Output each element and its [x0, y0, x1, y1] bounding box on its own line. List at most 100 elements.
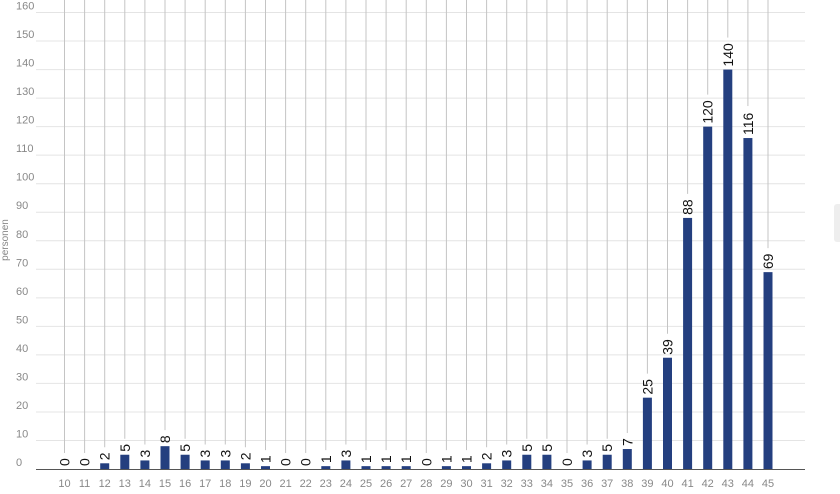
x-tick-label: 26: [380, 478, 392, 490]
data-label: 3: [499, 449, 515, 457]
y-tick-label: 140: [16, 58, 34, 70]
bar: [401, 466, 411, 469]
category-lines: [64, 0, 769, 453]
bar: [160, 446, 170, 469]
bar: [642, 397, 652, 469]
y-axis-ticks: 0 10 20 30 40 50 60 70 80 90 100 110 120 130 140 150 160: [16, 1, 34, 470]
bar: [341, 460, 351, 469]
data-label: 3: [137, 449, 153, 457]
data-label: 5: [539, 444, 555, 452]
y-tick-label: 130: [16, 86, 34, 98]
data-label: 5: [599, 444, 615, 452]
x-tick-label: 11: [79, 478, 90, 490]
y-tick-label: 20: [16, 400, 28, 412]
bar: [100, 463, 110, 469]
y-tick-label: 40: [16, 343, 28, 355]
data-label: 3: [338, 449, 354, 457]
data-label: 7: [619, 438, 635, 446]
x-tick-label: 14: [139, 478, 151, 490]
x-tick-label: 25: [360, 478, 372, 490]
y-tick-label: 50: [16, 314, 28, 326]
x-tick-label: 33: [521, 478, 533, 490]
bar: [743, 138, 753, 469]
bar: [622, 449, 632, 469]
x-tick-label: 24: [340, 478, 352, 490]
data-label: 120: [700, 100, 716, 124]
y-tick-label: 100: [16, 172, 34, 184]
x-tick-label: 38: [621, 478, 633, 490]
y-axis-label: personen: [0, 219, 11, 261]
x-axis-ticks: 10 11 12 13 14 15 16 17 18 19 20 21 22 23 24 25 26 27 28 29…: [58, 478, 774, 490]
bar: [582, 460, 592, 469]
bar: [522, 454, 532, 469]
x-tick-label: 42: [702, 478, 714, 490]
data-label: 140: [720, 43, 736, 67]
x-tick-label: 10: [58, 478, 70, 490]
data-label: 3: [197, 449, 213, 457]
bar: [502, 460, 512, 469]
x-tick-label: 28: [420, 478, 432, 490]
bar: [120, 454, 130, 469]
bar: [663, 357, 672, 469]
x-tick-label: 44: [742, 478, 754, 490]
bars: [100, 69, 773, 469]
x-tick-label: 36: [581, 478, 593, 490]
data-label: 2: [479, 452, 495, 460]
data-label: 116: [740, 113, 756, 136]
data-label: 1: [318, 455, 334, 463]
data-label: 0: [298, 458, 314, 466]
x-tick-label: 17: [199, 478, 211, 490]
bar: [261, 466, 270, 469]
y-tick-label: 60: [16, 286, 28, 298]
x-tick-label: 19: [239, 478, 251, 490]
x-tick-label: 39: [641, 478, 653, 490]
bar: [482, 463, 492, 469]
bar: [462, 466, 471, 469]
side-panel-handle[interactable]: [834, 204, 840, 242]
bar: [683, 217, 693, 469]
bar: [763, 272, 773, 469]
bar: [723, 69, 733, 469]
data-label: 8: [157, 435, 173, 443]
y-tick-label: 90: [16, 200, 28, 212]
x-tick-label: 22: [300, 478, 312, 490]
data-label: 1: [258, 455, 274, 463]
data-label: 5: [519, 444, 535, 452]
bar: [200, 460, 210, 469]
data-label: 0: [278, 458, 294, 466]
bar: [542, 454, 552, 469]
x-tick-label: 15: [159, 478, 171, 490]
x-tick-label: 31: [480, 478, 492, 490]
data-label: 1: [459, 455, 475, 463]
bar: [441, 466, 451, 469]
data-label: 3: [217, 449, 233, 457]
y-tick-label: 0: [16, 457, 22, 469]
data-label: 1: [358, 455, 374, 463]
x-tick-label: 41: [681, 478, 693, 490]
x-tick-label: 20: [259, 478, 271, 490]
x-tick-label: 40: [661, 478, 673, 490]
data-label: 2: [237, 452, 253, 460]
bar: [321, 466, 331, 469]
bar: [220, 460, 230, 469]
bar: [602, 454, 612, 469]
y-tick-label: 110: [16, 143, 34, 155]
data-label: 2: [97, 452, 113, 460]
data-label: 25: [639, 379, 655, 395]
data-label: 5: [177, 444, 193, 452]
x-tick-label: 32: [501, 478, 513, 490]
x-tick-label: 29: [440, 478, 452, 490]
data-label: 0: [559, 458, 575, 466]
x-tick-label: 23: [320, 478, 332, 490]
data-label: 1: [438, 455, 454, 463]
data-label: 39: [660, 339, 676, 355]
x-tick-label: 18: [219, 478, 231, 490]
bar: [180, 454, 190, 469]
y-tick-label: 150: [16, 29, 34, 41]
data-label: 0: [77, 458, 93, 466]
x-tick-label: 43: [722, 478, 734, 490]
x-tick-label: 30: [460, 478, 472, 490]
x-tick-label: 21: [279, 478, 291, 490]
